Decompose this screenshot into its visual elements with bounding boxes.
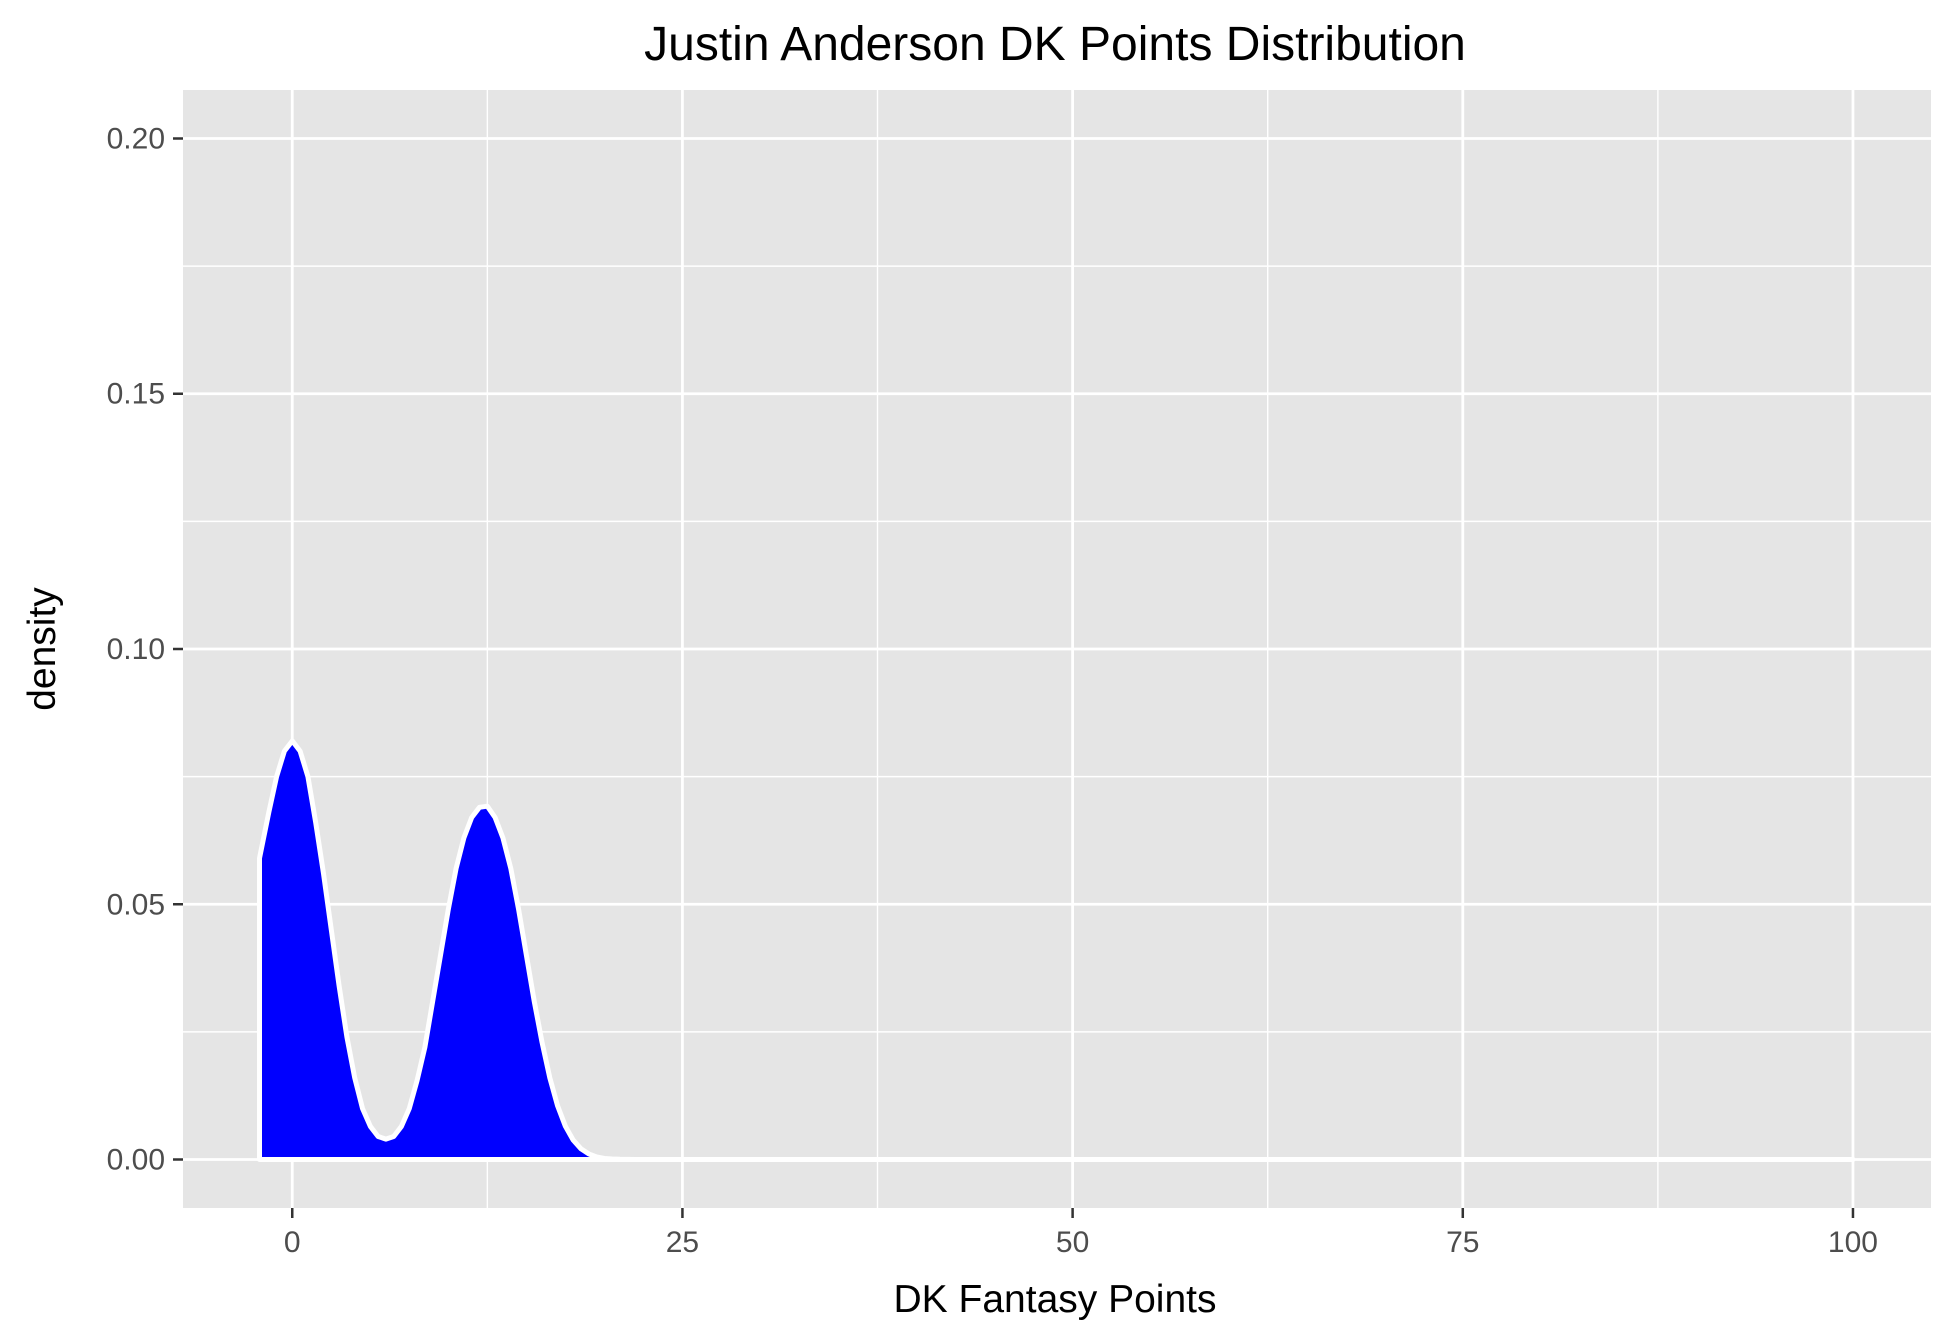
y-tick-label: 0.05	[107, 888, 165, 921]
density-area	[257, 738, 1856, 1162]
x-tick-label: 0	[284, 1226, 301, 1259]
y-tick-label: 0.15	[107, 378, 165, 411]
y-axis-label: density	[21, 587, 64, 711]
y-tick-label: 0.10	[107, 633, 165, 666]
x-tick-label: 50	[1056, 1226, 1089, 1259]
x-tick-label: 75	[1446, 1226, 1479, 1259]
x-tick-label: 100	[1828, 1226, 1878, 1259]
y-axis: 0.00 0.05 0.10 0.15 0.20	[107, 122, 183, 1177]
chart-title: Justin Anderson DK Points Distribution	[644, 18, 1466, 71]
y-tick-label: 0.20	[107, 122, 165, 155]
x-axis: 0 25 50 75 100	[284, 1208, 1878, 1259]
y-tick-label: 0.00	[107, 1144, 165, 1177]
x-axis-label: DK Fantasy Points	[894, 1278, 1217, 1321]
density-layer	[257, 738, 1856, 1162]
x-tick-label: 25	[666, 1226, 699, 1259]
